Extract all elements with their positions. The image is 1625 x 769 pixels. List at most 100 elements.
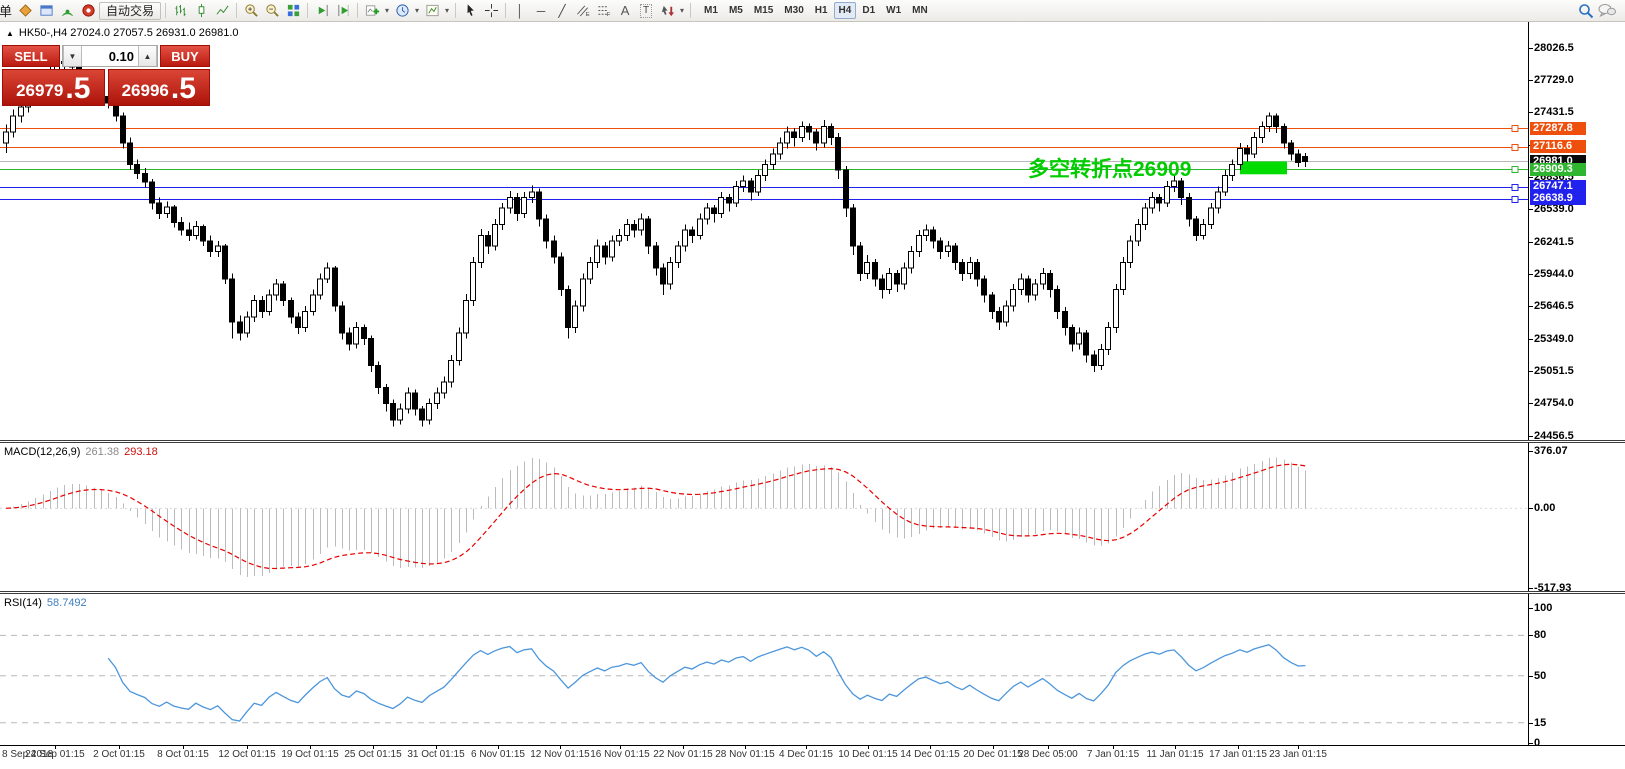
price-tick-27729.0: 27729.0 bbox=[1534, 74, 1574, 86]
svg-text:F: F bbox=[607, 12, 611, 18]
timeframe-M30-button[interactable]: M30 bbox=[784, 5, 804, 16]
volume-increase-button[interactable]: ▲ bbox=[138, 46, 157, 66]
time-label: 20 Dec 01:15 bbox=[963, 749, 1023, 760]
macd-main-value: 261.38 bbox=[85, 446, 120, 458]
signals-icon[interactable] bbox=[57, 2, 77, 20]
sell-button[interactable]: SELL bbox=[2, 45, 60, 67]
hline-handle-26747.1[interactable] bbox=[1511, 184, 1519, 191]
periods-button[interactable] bbox=[392, 2, 412, 20]
text-label-icon[interactable]: T bbox=[636, 2, 656, 20]
vertical-line-icon[interactable]: │ bbox=[516, 3, 524, 18]
crosshair-icon[interactable] bbox=[481, 2, 501, 20]
collapse-arrow-icon[interactable]: ▲ bbox=[6, 28, 14, 38]
search-icon[interactable] bbox=[1576, 2, 1596, 20]
price-tick-25051.5-mark bbox=[1528, 371, 1533, 372]
time-tick-mark bbox=[1048, 745, 1049, 749]
pane-divider[interactable] bbox=[0, 440, 1625, 443]
candlestick-icon[interactable] bbox=[191, 2, 211, 20]
time-label: 11 Jan 01:15 bbox=[1146, 749, 1204, 760]
time-label: 14 Dec 01:15 bbox=[900, 749, 960, 760]
time-tick-mark bbox=[119, 745, 120, 749]
rsi-tick-100: 100 bbox=[1534, 602, 1553, 614]
timeframe-H4-button[interactable]: H4 bbox=[833, 2, 857, 19]
turning-point-zone[interactable] bbox=[1240, 161, 1287, 175]
arrows-dropdown-caret[interactable]: ▾ bbox=[680, 6, 685, 15]
timeframe-MN-button[interactable]: MN bbox=[912, 5, 928, 16]
timeframe-M15-button[interactable]: M15 bbox=[753, 5, 774, 16]
chart-shift-icon[interactable] bbox=[333, 2, 353, 20]
arrows-icon[interactable] bbox=[657, 2, 677, 20]
fibonacci-icon[interactable]: F bbox=[594, 2, 614, 20]
market-icon[interactable] bbox=[78, 2, 98, 20]
price-tag-27287.8: 27287.8 bbox=[1530, 122, 1586, 135]
time-tick-mark bbox=[868, 745, 869, 749]
bar-chart-icon[interactable] bbox=[170, 2, 190, 20]
periods-dropdown-caret[interactable]: ▾ bbox=[415, 6, 420, 15]
one-click-trading-panel: SELL ▼ ▲ BUY 26979 .5 26996 .5 bbox=[2, 45, 210, 106]
volume-stepper: ▼ ▲ bbox=[62, 45, 158, 67]
chart-ohlc-header: ▲ HK50-,H4 27024.0 27057.5 26931.0 26981… bbox=[6, 27, 239, 39]
time-tick-mark bbox=[1113, 745, 1114, 749]
timeframe-H1-button[interactable]: H1 bbox=[814, 5, 828, 16]
indicators-button[interactable] bbox=[362, 2, 382, 20]
candles bbox=[3, 56, 1308, 427]
price-tick-27431.5: 27431.5 bbox=[1534, 106, 1574, 118]
price-tick-24754.0: 24754.0 bbox=[1534, 397, 1574, 409]
line-chart-icon[interactable] bbox=[212, 2, 232, 20]
time-tick-mark bbox=[930, 745, 931, 749]
templates-button[interactable] bbox=[422, 2, 442, 20]
buy-price-display[interactable]: 26996 .5 bbox=[107, 69, 210, 106]
metaeditor-icon[interactable] bbox=[15, 2, 35, 20]
buy-button[interactable]: BUY bbox=[160, 45, 210, 67]
time-tick-mark bbox=[436, 745, 437, 749]
volume-input[interactable] bbox=[82, 46, 138, 66]
time-tick-mark bbox=[247, 745, 248, 749]
cursor-icon[interactable] bbox=[460, 2, 480, 20]
text-icon[interactable]: A bbox=[620, 3, 630, 18]
price-tick-27729.0-mark bbox=[1528, 80, 1533, 81]
chart-annotation-text[interactable]: 多空转折点26909 bbox=[1028, 158, 1192, 181]
auto-scroll-icon[interactable] bbox=[312, 2, 332, 20]
hline-handle-26909.3[interactable] bbox=[1511, 166, 1519, 173]
timeframe-M5-button[interactable]: M5 bbox=[728, 5, 743, 16]
price-tick-28026.5-mark bbox=[1528, 48, 1533, 49]
buy-price-main: 26996 bbox=[121, 81, 169, 100]
equidistant-channel-icon[interactable]: E bbox=[573, 2, 593, 20]
indicators-dropdown-caret[interactable]: ▾ bbox=[385, 6, 390, 15]
volume-decrease-button[interactable]: ▼ bbox=[63, 46, 82, 66]
timeframe-D1-button[interactable]: D1 bbox=[862, 5, 876, 16]
timeframe-W1-button[interactable]: W1 bbox=[886, 5, 902, 16]
time-tick-mark bbox=[806, 745, 807, 749]
zoom-in-icon[interactable] bbox=[241, 2, 261, 20]
terminal-icon[interactable] bbox=[36, 2, 56, 20]
pane-divider[interactable] bbox=[0, 591, 1625, 594]
price-tick-25349.0: 25349.0 bbox=[1534, 333, 1574, 345]
chat-icon[interactable] bbox=[1597, 2, 1617, 20]
time-label: 8 Sep 2018 bbox=[2, 749, 54, 760]
time-tick-mark bbox=[1298, 745, 1299, 749]
rsi-tick-100-mark bbox=[1528, 608, 1533, 609]
top-toolbar: 单 自动交易 ▾ bbox=[0, 0, 1625, 22]
trendline-icon[interactable]: ╱ bbox=[558, 3, 566, 18]
time-tick-mark bbox=[620, 745, 621, 749]
hline-handle-27116.6[interactable] bbox=[1511, 144, 1519, 151]
zoom-out-icon[interactable] bbox=[262, 2, 282, 20]
rsi-pane-canvas[interactable] bbox=[0, 595, 1528, 745]
sell-price-display[interactable]: 26979 .5 bbox=[2, 69, 105, 106]
new-order-button[interactable]: 单 bbox=[0, 4, 13, 19]
price-tick-27431.5-mark bbox=[1528, 112, 1533, 113]
macd-pane-canvas[interactable] bbox=[0, 444, 1528, 591]
hline-handle-27287.8[interactable] bbox=[1511, 125, 1519, 132]
time-label: 8 Oct 01:15 bbox=[157, 749, 209, 760]
autotrading-button[interactable]: 自动交易 bbox=[99, 1, 162, 20]
time-label: 7 Jan 01:15 bbox=[1086, 749, 1140, 760]
templates-dropdown-caret[interactable]: ▾ bbox=[445, 6, 450, 15]
rsi-tick-50: 50 bbox=[1534, 670, 1547, 682]
price-chart-canvas[interactable] bbox=[0, 22, 1528, 440]
time-tick-mark bbox=[1175, 745, 1176, 749]
timeframe-M1-button[interactable]: M1 bbox=[704, 5, 718, 16]
macd-signal-value: 293.18 bbox=[124, 446, 158, 458]
horizontal-line-icon[interactable]: ─ bbox=[536, 3, 546, 18]
tile-windows-icon[interactable] bbox=[283, 2, 303, 20]
hline-handle-26638.9[interactable] bbox=[1511, 196, 1519, 203]
